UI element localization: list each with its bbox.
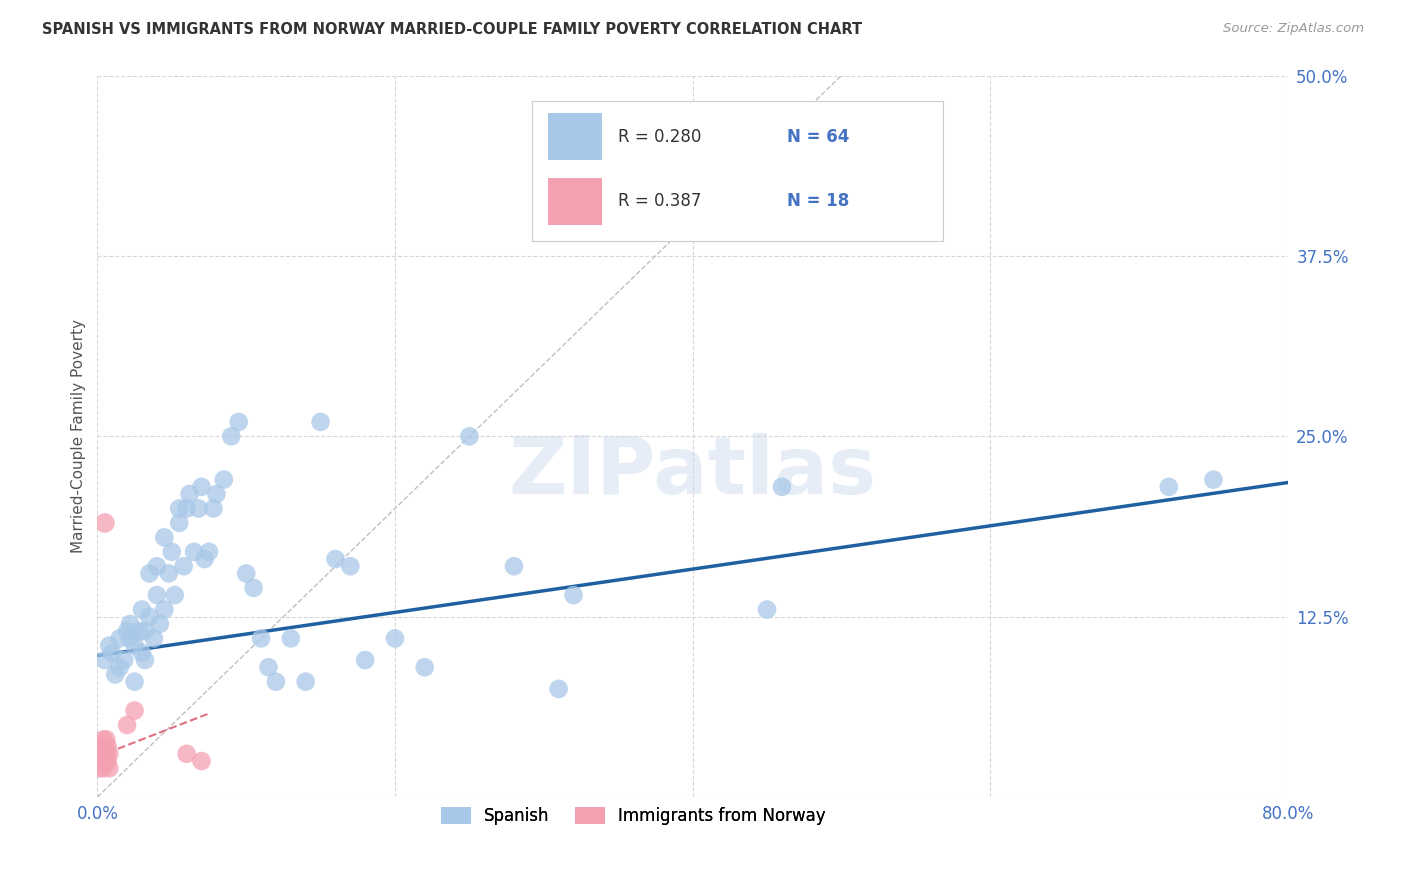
Point	[183, 545, 205, 559]
Point	[138, 566, 160, 581]
Point	[142, 632, 165, 646]
Point	[91, 761, 114, 775]
Text: ZIPatlas: ZIPatlas	[509, 434, 877, 511]
Point	[96, 747, 118, 761]
Point	[120, 617, 142, 632]
Point	[157, 566, 180, 581]
Point	[94, 516, 117, 530]
Point	[94, 754, 117, 768]
Point	[458, 429, 481, 443]
Point	[146, 588, 169, 602]
Point	[202, 501, 225, 516]
Point	[1157, 480, 1180, 494]
Point	[280, 632, 302, 646]
Point	[124, 674, 146, 689]
Point	[205, 487, 228, 501]
Point	[167, 516, 190, 530]
Point	[176, 501, 198, 516]
Point	[101, 646, 124, 660]
Point	[756, 602, 779, 616]
Point	[149, 617, 172, 632]
Y-axis label: Married-Couple Family Poverty: Married-Couple Family Poverty	[72, 319, 86, 553]
Point	[94, 739, 117, 754]
Point	[163, 588, 186, 602]
Point	[108, 660, 131, 674]
Point	[98, 761, 121, 775]
Point	[98, 747, 121, 761]
Point	[131, 602, 153, 616]
Point	[146, 559, 169, 574]
Point	[198, 545, 221, 559]
Legend: Spanish, Immigrants from Norway: Spanish, Immigrants from Norway	[434, 801, 832, 832]
Point	[104, 667, 127, 681]
Point	[250, 632, 273, 646]
Point	[257, 660, 280, 674]
Point	[294, 674, 316, 689]
Point	[187, 501, 209, 516]
Text: SPANISH VS IMMIGRANTS FROM NORWAY MARRIED-COUPLE FAMILY POVERTY CORRELATION CHAR: SPANISH VS IMMIGRANTS FROM NORWAY MARRIE…	[42, 22, 862, 37]
Point	[120, 632, 142, 646]
Point	[770, 480, 793, 494]
Point	[108, 632, 131, 646]
Point	[160, 545, 183, 559]
Point	[96, 732, 118, 747]
Point	[413, 660, 436, 674]
Point	[212, 473, 235, 487]
Point	[124, 639, 146, 653]
Point	[242, 581, 264, 595]
Point	[91, 732, 114, 747]
Point	[115, 624, 138, 639]
Point	[228, 415, 250, 429]
Point	[87, 761, 110, 775]
Point	[339, 559, 361, 574]
Text: Source: ZipAtlas.com: Source: ZipAtlas.com	[1223, 22, 1364, 36]
Point	[128, 624, 150, 639]
Point	[90, 739, 112, 754]
Point	[264, 674, 287, 689]
Point	[354, 653, 377, 667]
Point	[384, 632, 406, 646]
Point	[98, 639, 121, 653]
Point	[235, 566, 257, 581]
Point	[1202, 473, 1225, 487]
Point	[190, 480, 212, 494]
Point	[112, 653, 135, 667]
Point	[138, 609, 160, 624]
Point	[179, 487, 201, 501]
Point	[124, 704, 146, 718]
Point	[219, 429, 242, 443]
Point	[176, 747, 198, 761]
Point	[167, 501, 190, 516]
Point	[97, 754, 120, 768]
Point	[547, 681, 569, 696]
Point	[134, 653, 156, 667]
Point	[325, 552, 347, 566]
Point	[562, 588, 585, 602]
Point	[94, 653, 117, 667]
Point	[134, 624, 156, 639]
Point	[503, 559, 526, 574]
Point	[89, 747, 111, 761]
Point	[309, 415, 332, 429]
Point	[131, 646, 153, 660]
Point	[193, 552, 215, 566]
Point	[153, 530, 176, 544]
Point	[97, 739, 120, 754]
Point	[173, 559, 195, 574]
Point	[153, 602, 176, 616]
Point	[115, 718, 138, 732]
Point	[190, 754, 212, 768]
Point	[90, 754, 112, 768]
